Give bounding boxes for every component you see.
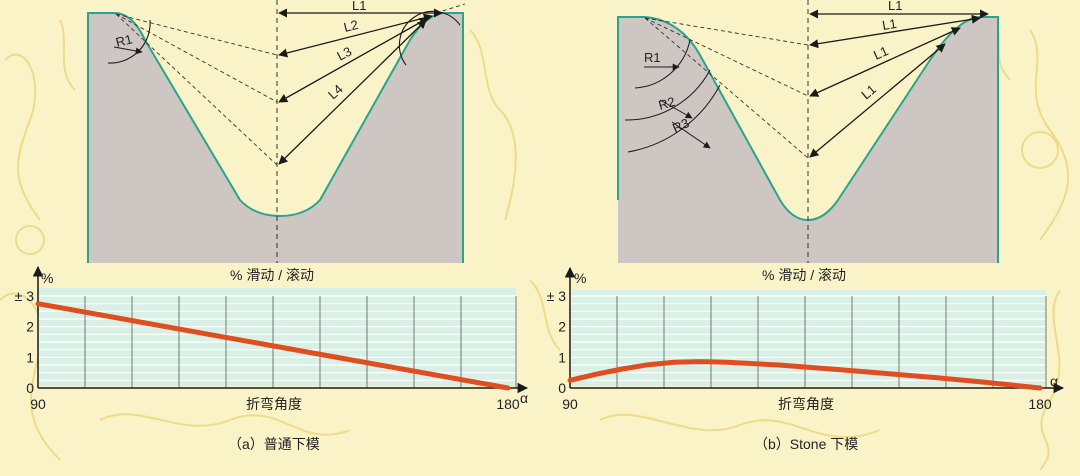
y-tick-label: 1: [558, 349, 566, 365]
l1-label-b: L1: [881, 16, 898, 33]
r1-label: R1: [644, 50, 661, 65]
l4-arrow: [278, 19, 427, 165]
l1-arrow-d: [809, 43, 946, 158]
l3-label: L3: [334, 44, 354, 64]
y-tick-label: ± 3: [15, 288, 35, 304]
y-tick-label: 2: [558, 319, 566, 335]
r3-label: R3: [670, 115, 691, 135]
r2-label: R2: [657, 94, 677, 113]
x-axis-symbol: α: [1050, 373, 1058, 389]
data-series-line: [567, 359, 1043, 391]
x-axis-label: 折弯角度: [246, 396, 302, 412]
l1-label-c: L1: [871, 43, 890, 63]
l1-label-d: L1: [858, 82, 879, 103]
y-axis-label: %: [41, 270, 53, 286]
chart-plot-area: [572, 290, 1046, 386]
panel-b: L1 L1 L1 L1 R1 R2 R3 % 滑动 / 滚动 % α 0 1 2 ± …: [540, 0, 1080, 471]
panel-caption: （a）普通下模: [228, 436, 320, 452]
x-axis-label: 折弯角度: [778, 396, 834, 412]
panel-b-svg: L1 L1 L1 L1 R1 R2 R3 % 滑动 / 滚动 % α 0 1 2 ± …: [547, 0, 1065, 452]
y-tick-label: 2: [26, 319, 34, 335]
chart-ticks: 0 1 2 ± 3 90 180: [15, 288, 520, 412]
projection-lines: [115, 3, 466, 166]
x-tick-label: 90: [562, 396, 578, 412]
data-series-line: [35, 301, 511, 391]
r1-arrow: [113, 46, 143, 55]
r3-arrow: [671, 121, 711, 149]
y-tick-label: 0: [558, 380, 566, 396]
chart-plot-area: [38, 288, 516, 386]
l2-label: L2: [342, 17, 360, 35]
x-tick-label: 180: [496, 396, 520, 412]
l4-label: L4: [325, 81, 346, 102]
projection-lines: [644, 17, 809, 159]
y-axis-label: %: [574, 270, 586, 286]
panel-a: L1 L2 L3 L4 R1 % 滑动 / 滚动 % α 0 1 2 ± 3 90 180…: [0, 0, 540, 471]
chart-caption: % 滑动 / 滚动: [762, 267, 846, 283]
x-axis-symbol: α: [520, 390, 528, 406]
y-tick-label: ± 3: [547, 288, 567, 304]
chart-caption: % 滑动 / 滚动: [230, 267, 314, 283]
x-tick-label: 180: [1028, 396, 1052, 412]
y-tick-label: 0: [26, 380, 34, 396]
panel-caption: （b）Stone 下模: [754, 436, 858, 452]
chart-ticks: 0 1 2 ± 3 90 180: [547, 288, 1052, 412]
die-fill: [618, 17, 998, 263]
x-tick-label: 90: [30, 396, 46, 412]
panel-a-svg: L1 L2 L3 L4 R1 % 滑动 / 滚动 % α 0 1 2 ± 3 90 180…: [15, 0, 528, 452]
y-tick-label: 1: [26, 349, 34, 365]
die-shape: [88, 12, 463, 264]
r1-label: R1: [114, 31, 134, 50]
l1-label: L1: [352, 0, 366, 13]
l1-label-a: L1: [888, 0, 902, 13]
r2-arrow: [659, 99, 693, 119]
